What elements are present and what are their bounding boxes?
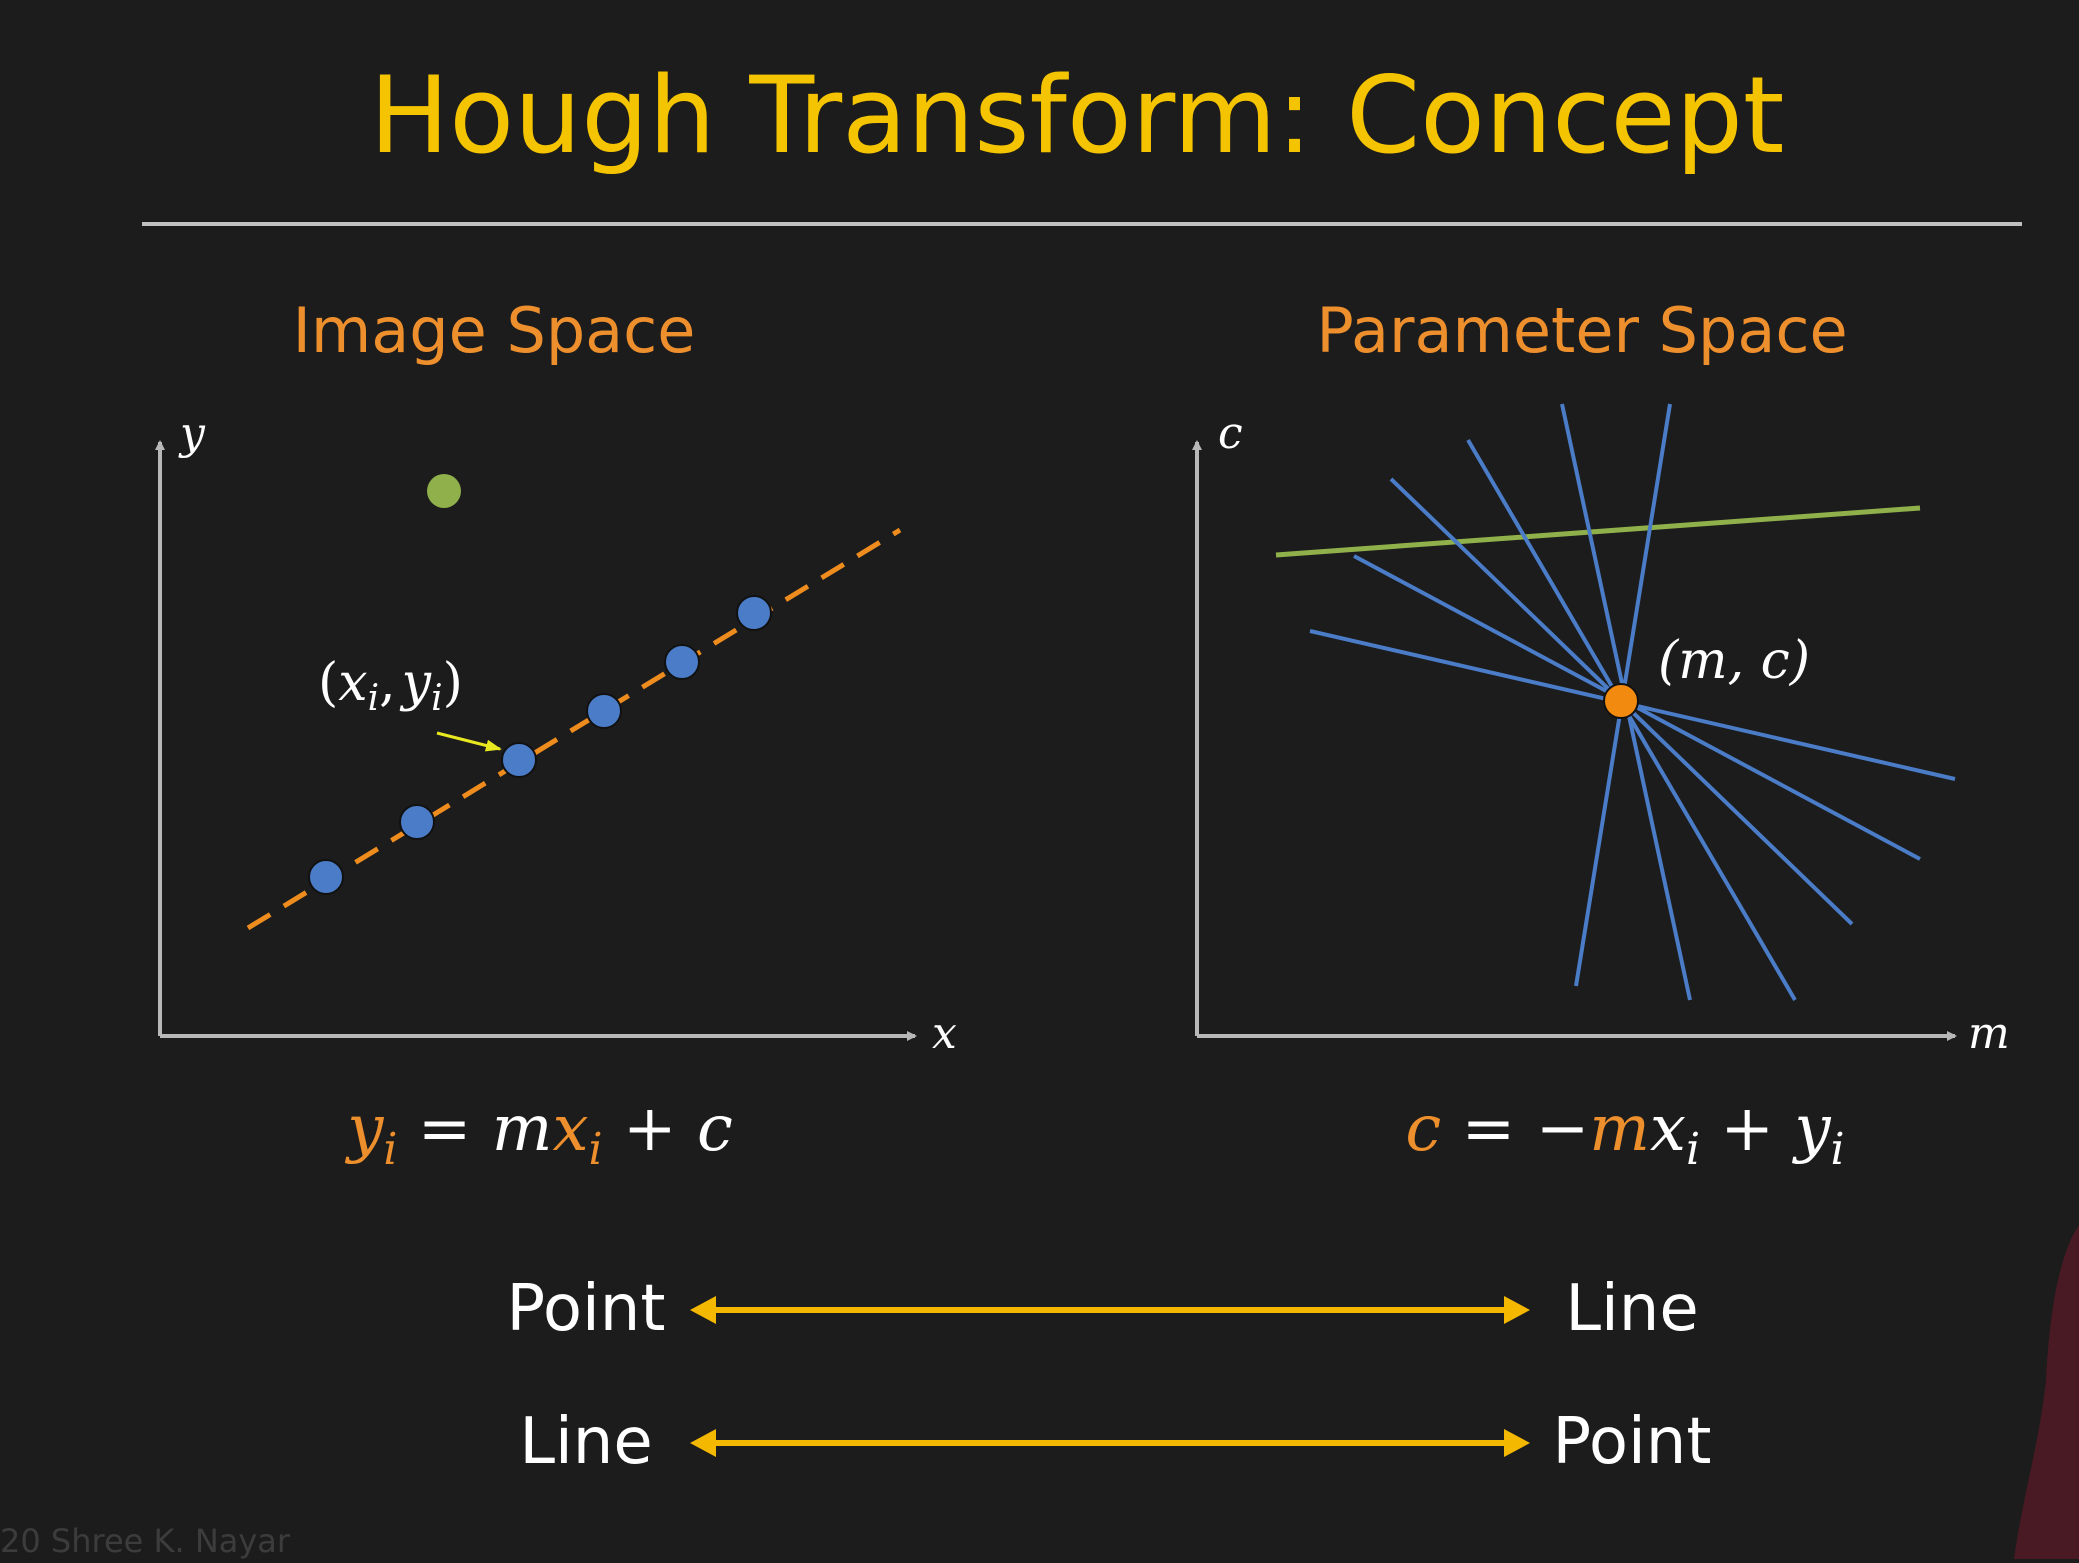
mapping-1-right: Line: [1565, 1272, 1698, 1346]
outlier-line: [1275, 505, 1921, 558]
param-m-axis-label: m: [1968, 1008, 2010, 1059]
mapping-1-arrow-left-head: [690, 1296, 716, 1324]
edge-point-6: [736, 595, 772, 631]
mapping-1-arrow-right-head: [1504, 1296, 1530, 1324]
edge-point-2: [399, 804, 435, 840]
parameter-space-equation: c = −mxi + yi: [1405, 1092, 1844, 1175]
parameter-space-heading: Parameter Space: [1316, 294, 1847, 367]
image-y-axis-label: y: [178, 408, 206, 459]
edge-point-3: [501, 742, 537, 778]
image-x-axis-label: x: [932, 1008, 957, 1059]
copyright-footer: 20 Shree K. Nayar: [0, 1522, 291, 1559]
edge-point-5: [664, 644, 700, 680]
mapping-2-right: Point: [1553, 1405, 1712, 1479]
mapping-2-left: Line: [519, 1405, 652, 1479]
mapping-row-1: Point Line: [507, 1272, 1699, 1346]
mapping-row-2: Line Point: [519, 1405, 1711, 1479]
fitted-line-dashed: [246, 527, 902, 931]
image-space-plot: y x (xi, yi) yi = mxi + c: [155, 408, 957, 1175]
intersection-label: (m, c): [1658, 631, 1810, 691]
point-label-xi-yi: (xi, yi): [318, 653, 463, 719]
mapping-1-left: Point: [507, 1272, 666, 1346]
intersection-point: [1603, 683, 1639, 719]
presenter-silhouette: [2014, 1225, 2079, 1559]
mapping-2-arrow-left-head: [690, 1429, 716, 1457]
slide-title: Hough Transform: Concept: [370, 54, 1785, 177]
mapping-2-arrow-right-head: [1504, 1429, 1530, 1457]
edge-point-1: [308, 859, 344, 895]
point-label-arrow: [436, 731, 502, 752]
edge-point-4: [586, 693, 622, 729]
outlier-point: [427, 474, 461, 508]
image-space-heading: Image Space: [293, 294, 696, 367]
param-c-axis-label: c: [1218, 408, 1243, 459]
parameter-space-plot: c m (m, c) c = −mxi + yi: [1192, 403, 2010, 1175]
image-space-equation: yi = mxi + c: [344, 1092, 733, 1175]
